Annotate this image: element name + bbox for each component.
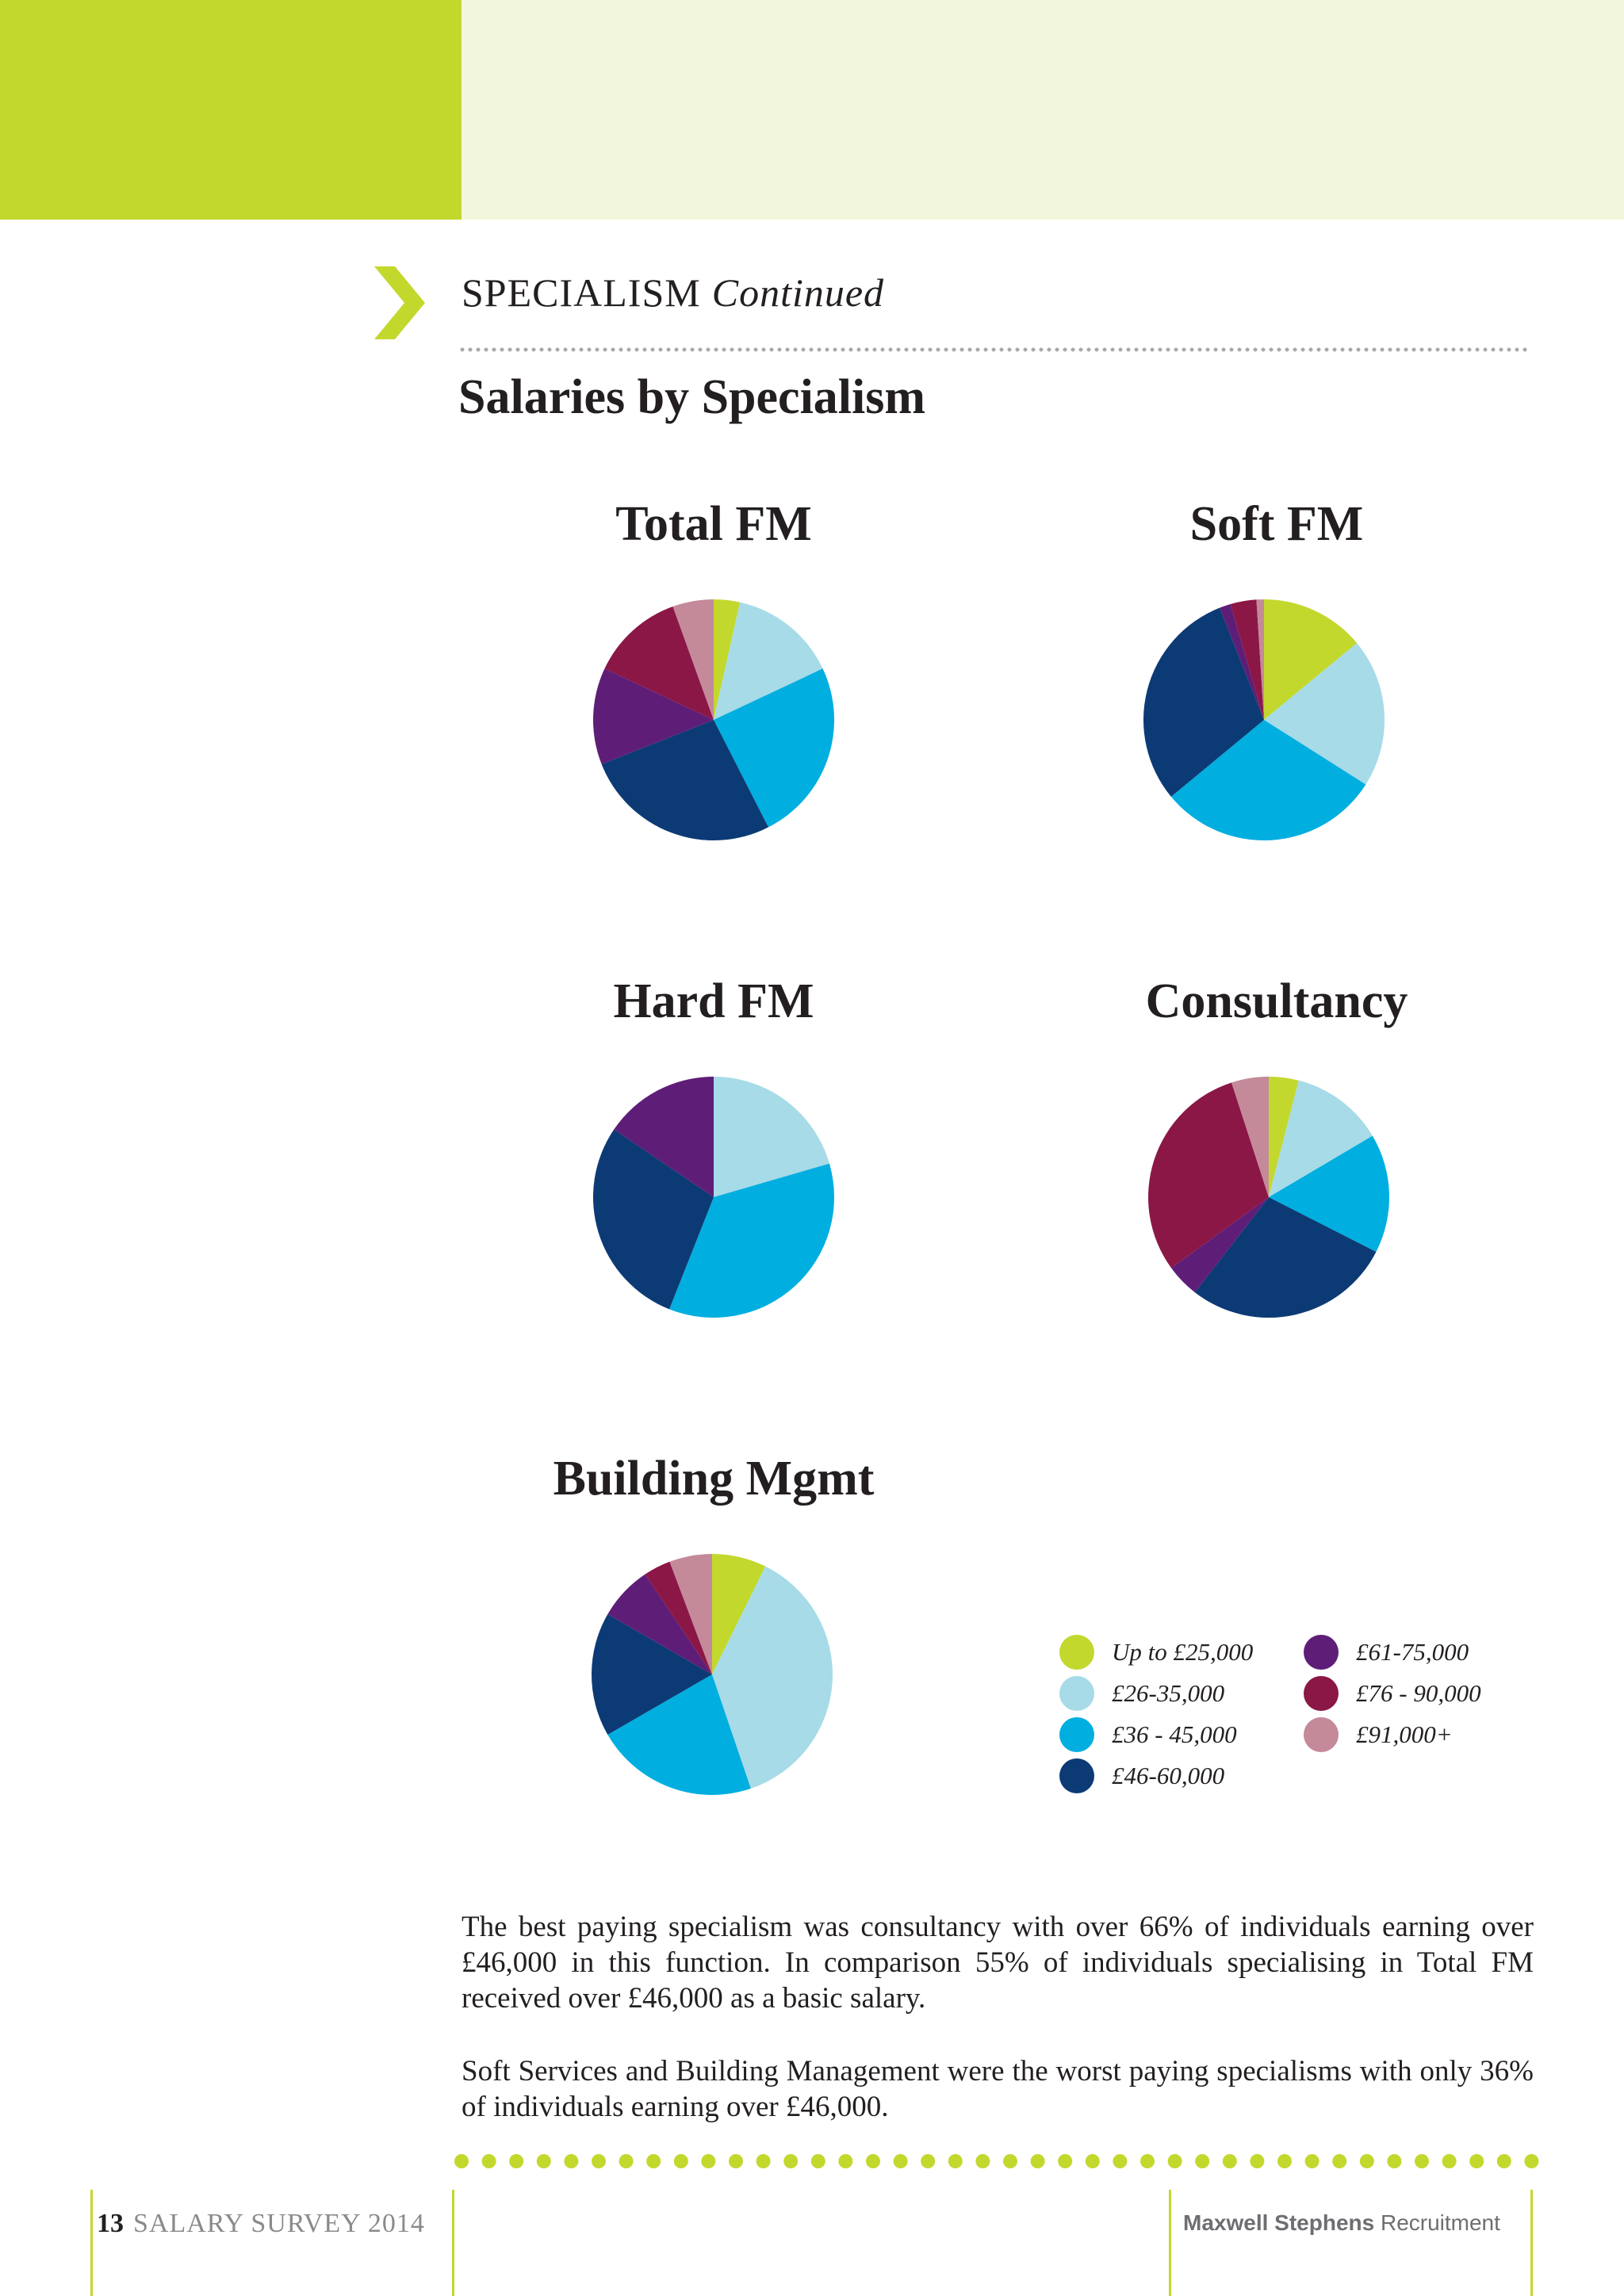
pie-slice-5 bbox=[607, 1574, 712, 1674]
pie-chart-consultancy bbox=[1148, 1077, 1389, 1318]
pie-slice-5 bbox=[593, 668, 714, 764]
pie-slice-6 bbox=[645, 1561, 712, 1674]
pie-slice-2 bbox=[712, 1566, 833, 1789]
pie-chart-total-fm bbox=[593, 599, 834, 840]
chart-legend: Up to £25,000 £26-35,000 £36 - 45,000 £4… bbox=[1059, 1632, 1503, 1806]
legend-label: £91,000+ bbox=[1356, 1720, 1453, 1748]
pie-slice-7 bbox=[1256, 599, 1264, 720]
legend-item: £26-35,000 bbox=[1059, 1673, 1224, 1714]
footer-company: Maxwell Stephens Recruitment bbox=[1183, 2210, 1500, 2236]
pie-title-hard-fm: Hard FM bbox=[613, 974, 814, 1028]
pie-chart-building-mgmt bbox=[591, 1554, 833, 1795]
legend-label: £61-75,000 bbox=[1356, 1638, 1469, 1666]
pie-title-consultancy: Consultancy bbox=[1145, 974, 1408, 1028]
pie-slice-2 bbox=[1269, 1080, 1373, 1197]
pie-slice-7 bbox=[672, 599, 714, 720]
footer-rule-right-b bbox=[1530, 2190, 1533, 2296]
body-paragraph-2: Soft Services and Building Management we… bbox=[462, 2055, 1534, 2123]
legend-swatch bbox=[1059, 1635, 1094, 1670]
legend-item: Up to £25,000 bbox=[1059, 1632, 1253, 1673]
legend-label: £36 - 45,000 bbox=[1112, 1720, 1237, 1748]
company-name-rest: Recruitment bbox=[1380, 2210, 1500, 2235]
pie-slice-3 bbox=[1269, 1135, 1389, 1253]
legend-item: £46-60,000 bbox=[1059, 1755, 1224, 1797]
dotted-divider-footer bbox=[454, 2154, 1539, 2168]
section-name: SPECIALISM bbox=[462, 270, 701, 315]
pie-slice-7 bbox=[669, 1554, 712, 1674]
legend-label: £26-35,000 bbox=[1112, 1679, 1225, 1707]
pie-slice-4 bbox=[591, 1614, 712, 1735]
chevron-right-icon bbox=[374, 266, 425, 339]
header-band-accent bbox=[0, 0, 462, 220]
footer-publication: 13 SALARY SURVEY 2014 bbox=[97, 2209, 425, 2239]
legend-swatch bbox=[1304, 1676, 1339, 1711]
legend-item: £91,000+ bbox=[1304, 1714, 1453, 1755]
pie-slice-5 bbox=[1171, 1197, 1269, 1293]
section-continued: Continued bbox=[711, 270, 885, 315]
pie-slice-3 bbox=[1170, 720, 1366, 841]
pie-slice-2 bbox=[714, 602, 823, 720]
pie-slice-6 bbox=[1148, 1082, 1269, 1269]
pie-chart-hard-fm bbox=[592, 1077, 834, 1318]
pie-slice-7 bbox=[1231, 1077, 1269, 1197]
pie-title-soft-fm: Soft FM bbox=[1189, 497, 1364, 551]
pie-slice-2 bbox=[714, 1077, 829, 1197]
pie-slice-1 bbox=[1264, 599, 1358, 720]
pie-slice-1 bbox=[1269, 1077, 1299, 1197]
footer-rule-left bbox=[90, 2190, 93, 2296]
page-title: Salaries by Specialism bbox=[458, 370, 926, 424]
pie-slice-4 bbox=[1194, 1197, 1377, 1318]
pie-title-total-fm: Total FM bbox=[615, 497, 812, 551]
footer-rule-right-a bbox=[1169, 2190, 1171, 2296]
pie-slice-6 bbox=[1230, 599, 1264, 720]
pie-slice-3 bbox=[669, 1163, 834, 1318]
legend-swatch bbox=[1059, 1758, 1094, 1793]
legend-item: £76 - 90,000 bbox=[1304, 1673, 1481, 1714]
pie-chart-soft-fm bbox=[1143, 599, 1385, 841]
legend-label: Up to £25,000 bbox=[1112, 1638, 1254, 1666]
legend-item: £36 - 45,000 bbox=[1059, 1714, 1237, 1755]
dotted-divider bbox=[460, 347, 1535, 352]
publication-title: SALARY SURVEY 2014 bbox=[133, 2209, 425, 2238]
pie-slice-4 bbox=[592, 1129, 714, 1310]
pie-slice-3 bbox=[607, 1674, 751, 1795]
pie-slice-4 bbox=[601, 720, 769, 840]
legend-label: £46-60,000 bbox=[1112, 1762, 1225, 1789]
legend-swatch bbox=[1059, 1676, 1094, 1711]
pie-slice-4 bbox=[1143, 607, 1264, 797]
legend-swatch bbox=[1059, 1717, 1094, 1752]
pie-slice-2 bbox=[1264, 643, 1385, 785]
legend-item: £61-75,000 bbox=[1304, 1632, 1469, 1673]
pie-slice-1 bbox=[712, 1554, 766, 1674]
pie-slice-3 bbox=[714, 668, 834, 828]
pie-slice-1 bbox=[714, 599, 741, 720]
pie-slice-5 bbox=[614, 1077, 714, 1197]
footer-rule-mid bbox=[452, 2190, 454, 2296]
legend-swatch bbox=[1304, 1635, 1339, 1670]
pie-slice-5 bbox=[1220, 604, 1264, 720]
body-paragraph-1: The best paying specialism was consultan… bbox=[462, 1911, 1534, 2015]
pie-title-building-mgmt: Building Mgmt bbox=[553, 1452, 875, 1506]
pie-slice-6 bbox=[604, 606, 714, 720]
header-band-light bbox=[462, 0, 1624, 220]
page-number: 13 bbox=[97, 2209, 124, 2238]
company-name-bold: Maxwell Stephens bbox=[1183, 2210, 1375, 2235]
section-label: SPECIALISM Continued bbox=[462, 270, 884, 316]
legend-swatch bbox=[1304, 1717, 1339, 1752]
legend-label: £76 - 90,000 bbox=[1356, 1679, 1481, 1707]
